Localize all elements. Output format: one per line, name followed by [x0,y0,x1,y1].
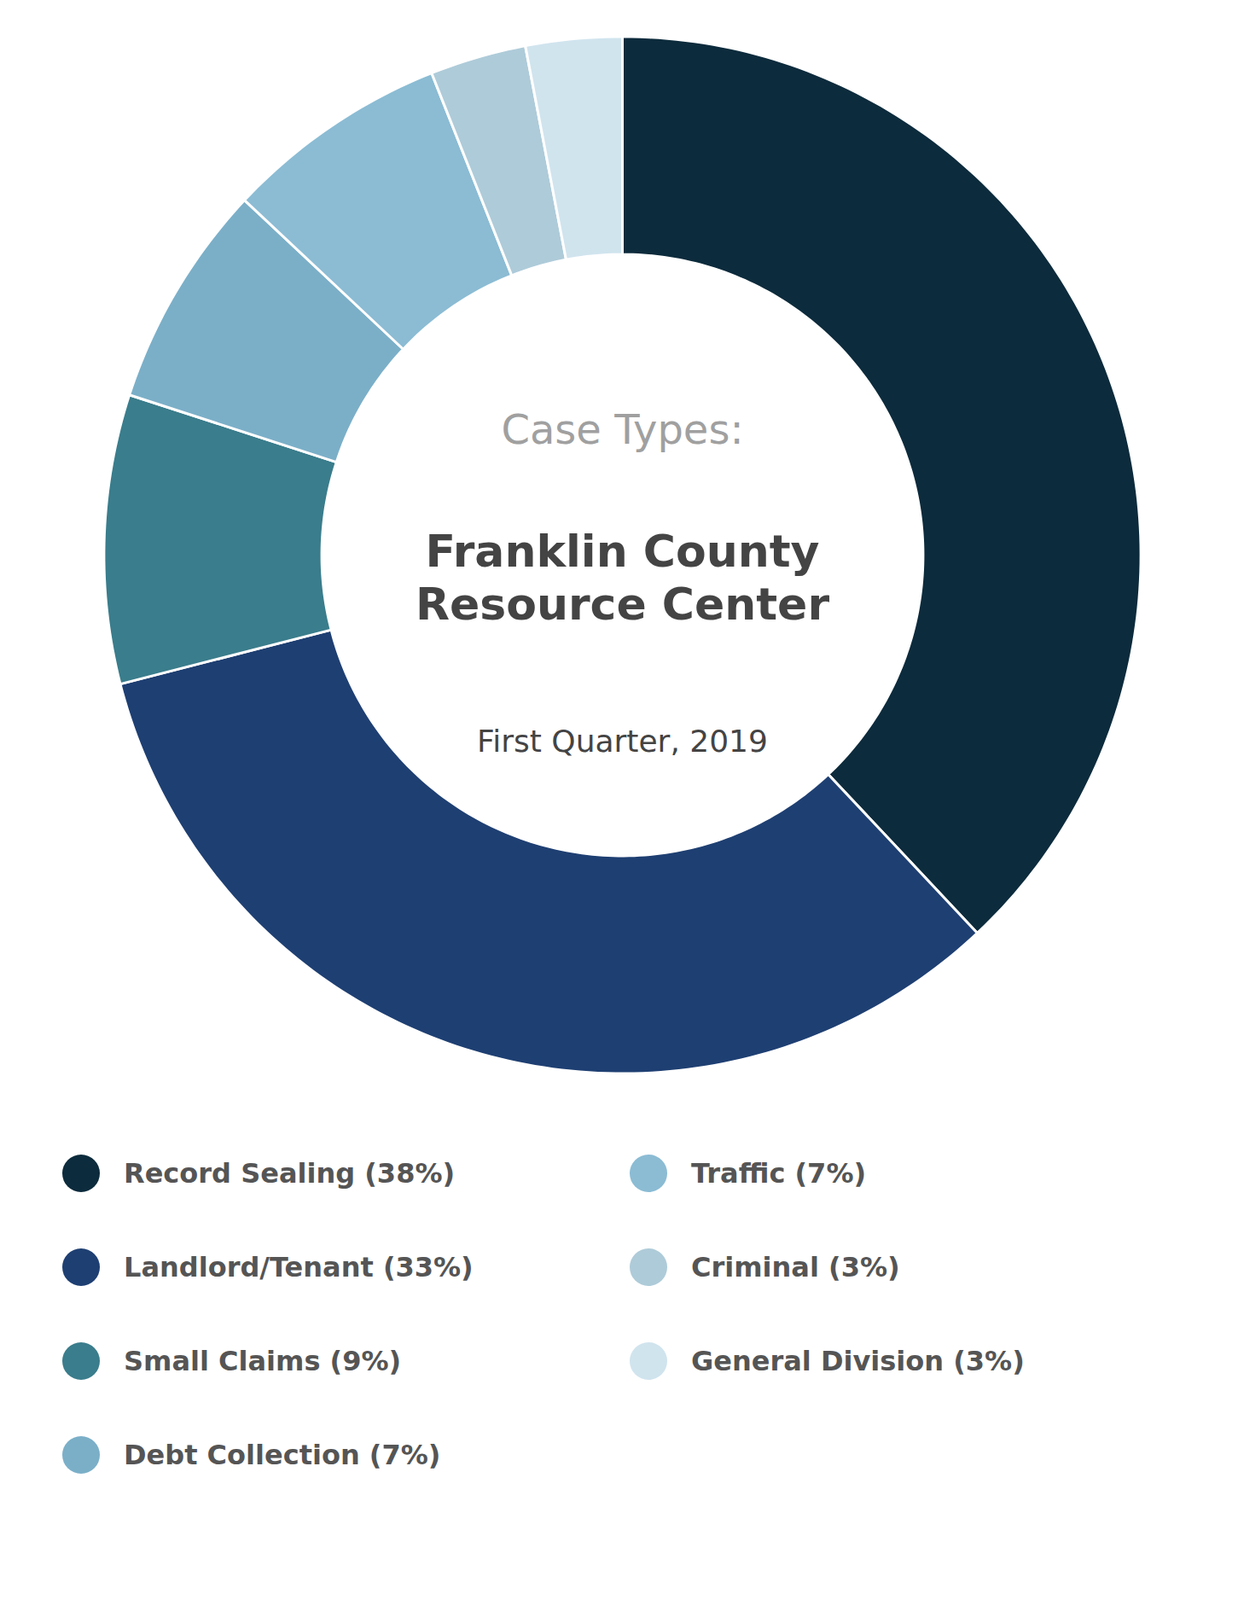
svg-text:First Quarter, 2019: First Quarter, 2019 [476,723,768,759]
html-text:Criminal (3%): Criminal (3%) [691,1250,900,1284]
html-text:Landlord/Tenant (33%): Landlord/Tenant (33%) [123,1250,474,1284]
svg-text:Franklin CountyResource Center: Franklin CountyResource Center [415,525,830,630]
html-text:General Division (3%): General Division (3%) [691,1344,1025,1378]
html-text:Traffic (7%): Traffic (7%) [691,1156,867,1190]
html-text:Small Claims (9%): Small Claims (9%) [123,1344,402,1378]
html-text:Record Sealing (38%): Record Sealing (38%) [123,1156,455,1190]
svg-text:Case Types:: Case Types: [500,405,744,454]
html-text:Debt Collection (7%): Debt Collection (7%) [123,1438,441,1471]
